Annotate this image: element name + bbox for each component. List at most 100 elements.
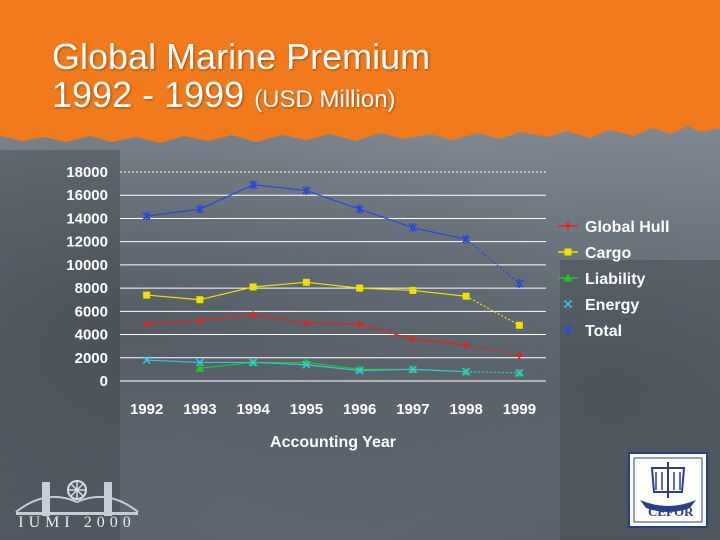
data-point [409, 286, 417, 294]
data-point [515, 321, 523, 329]
data-point [302, 319, 310, 327]
series-segment [146, 208, 200, 217]
legend-item: Global Hull [558, 219, 669, 236]
series-segment [306, 361, 360, 370]
data-point [355, 204, 364, 214]
data-point [302, 186, 311, 196]
legend: Global Hull Cargo Liability Energy Total [558, 219, 669, 340]
data-point [302, 360, 311, 369]
data-point [142, 211, 151, 221]
series-segment [359, 287, 413, 292]
data-point [249, 311, 257, 319]
x-tick-label: 1994 [236, 401, 270, 418]
data-point [249, 358, 258, 367]
series-segment [253, 361, 307, 366]
series-segment [465, 295, 520, 326]
cefor-logo-text: CEFOR [648, 504, 694, 519]
data-point [301, 357, 311, 366]
data-point [462, 341, 470, 349]
series-segment [306, 322, 360, 325]
series-segment [253, 184, 307, 192]
legend-item: Energy [563, 297, 639, 314]
data-point [195, 358, 204, 367]
cefor-logo: CEFOR [628, 452, 708, 528]
y-tick-label: 12000 [66, 234, 108, 251]
data-point [196, 317, 204, 325]
x-tick-label: 1998 [449, 401, 482, 418]
legend-label: Cargo [585, 245, 631, 262]
series-cargo [143, 278, 523, 329]
series-global-hull [143, 311, 523, 359]
legend-item: Liability [558, 271, 646, 288]
series-segment [412, 227, 467, 240]
iumi-logo-text: IUMI 2000 [18, 514, 136, 531]
series-segment [412, 338, 467, 346]
x-tick-label: 1997 [396, 401, 429, 418]
legend-label: Global Hull [585, 219, 669, 236]
legend-label: Energy [585, 297, 639, 314]
series-total [142, 180, 524, 288]
data-point [142, 356, 151, 365]
x-tick-label: 1996 [343, 401, 376, 418]
data-point [515, 368, 524, 377]
series-liability [195, 357, 524, 377]
y-tick-label: 10000 [66, 257, 108, 274]
title-line-2: 1992 - 1999 [52, 74, 245, 115]
data-point [356, 320, 364, 328]
series-segment [146, 320, 200, 325]
data-point [462, 292, 470, 300]
series-segment [253, 281, 307, 288]
x-tick-label: 1993 [183, 401, 216, 418]
series-segment [466, 371, 520, 374]
y-tick-label: 16000 [66, 187, 108, 204]
series-segment [306, 281, 360, 289]
legend-marker [564, 248, 572, 256]
series-segment [466, 344, 520, 357]
data-point [462, 367, 471, 376]
series-energy [142, 356, 524, 377]
data-point [195, 363, 205, 372]
legend-marker [563, 273, 573, 282]
y-tick-label: 8000 [75, 280, 108, 297]
viking-ship-icon [633, 457, 703, 523]
series-segment [306, 364, 360, 372]
series-segment [199, 314, 254, 322]
y-tick-label: 18000 [66, 164, 108, 181]
data-point [302, 278, 310, 286]
data-point [249, 180, 258, 190]
y-tick-label: 14000 [66, 210, 108, 227]
axes: 18000 16000 14000 12000 10000 8000 6000 4000 200… [66, 164, 536, 451]
series-segment [199, 361, 254, 369]
series-segment [199, 184, 254, 210]
data-point [143, 291, 151, 299]
legend-marker [564, 222, 572, 230]
legend-marker [563, 299, 573, 309]
series-segment [199, 286, 254, 301]
series-lines [142, 180, 524, 377]
series-segment [253, 314, 307, 324]
series-segment [465, 238, 520, 284]
title-unit: (USD Million) [254, 86, 396, 113]
data-point [408, 223, 417, 233]
data-point [143, 320, 151, 328]
data-point [409, 335, 417, 343]
y-tick-label: 4000 [75, 327, 108, 344]
y-tick-label: 2000 [75, 350, 108, 367]
legend-item: Total [563, 323, 622, 340]
data-point [462, 234, 471, 244]
data-point [515, 278, 524, 288]
title-banner [0, 0, 720, 143]
slide-title: Global Marine Premium 1992 - 1999 (USD M… [52, 38, 430, 119]
data-point [356, 284, 364, 292]
y-tick-label: 0 [100, 373, 108, 390]
x-tick-label: 1999 [503, 401, 536, 418]
y-tick-label: 6000 [75, 303, 108, 320]
background-building-left [0, 150, 120, 540]
series-segment [306, 190, 360, 210]
legend-label: Total [585, 323, 622, 340]
series-segment [359, 368, 413, 372]
series-segment [146, 294, 200, 301]
data-point [249, 283, 257, 291]
x-axis-label: Accounting Year [270, 434, 396, 451]
